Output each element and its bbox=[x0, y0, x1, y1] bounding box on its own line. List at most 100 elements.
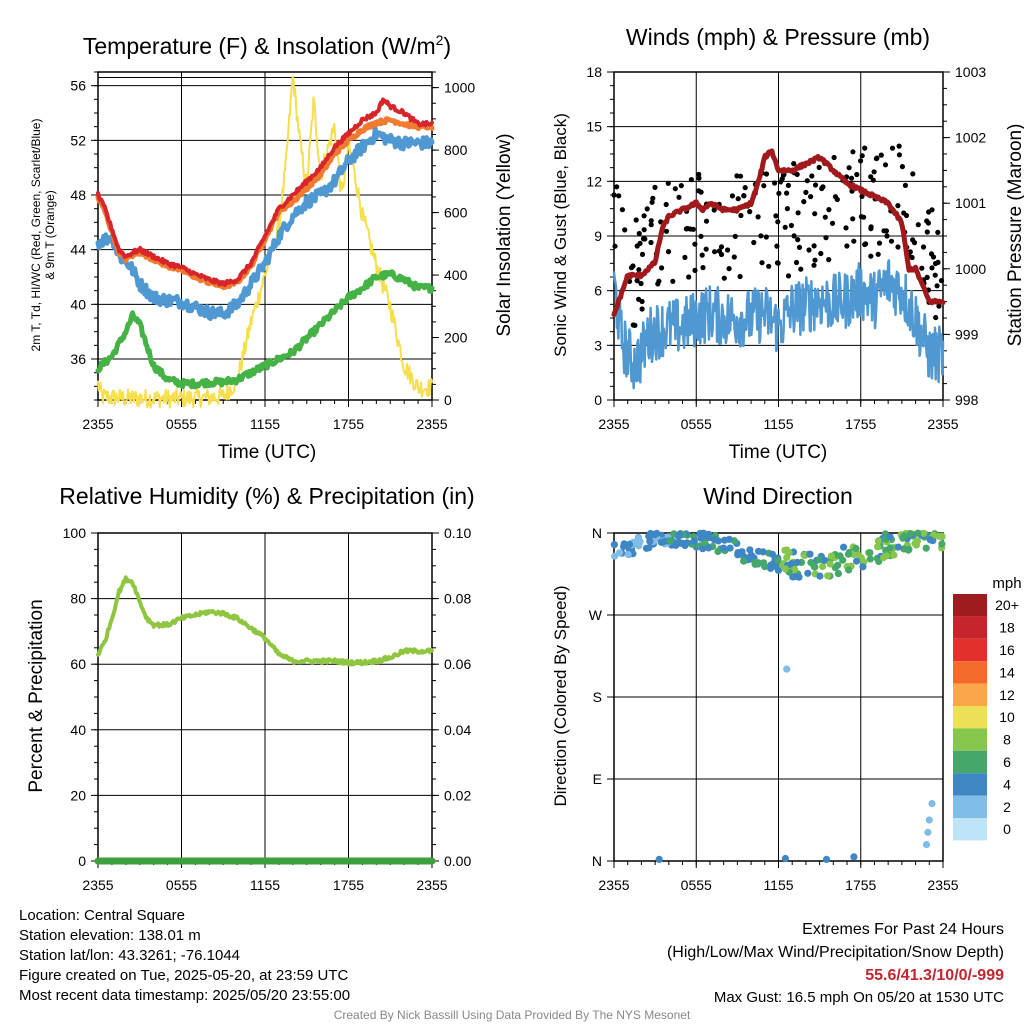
gust-point bbox=[882, 162, 889, 168]
gust-point bbox=[692, 267, 698, 273]
gust-point bbox=[696, 171, 702, 177]
direction-point bbox=[625, 540, 634, 549]
gust-point bbox=[632, 322, 638, 328]
location: Location: Central Square bbox=[19, 907, 185, 924]
gust-point bbox=[804, 178, 810, 184]
gust-point bbox=[672, 186, 678, 192]
extremes-title: Extremes For Past 24 Hours bbox=[802, 921, 1004, 938]
direction-point bbox=[844, 550, 853, 558]
gust-point bbox=[826, 257, 832, 263]
direction-point bbox=[850, 853, 858, 861]
gust-point bbox=[919, 265, 925, 271]
x-tick-label: 0555 bbox=[681, 416, 712, 432]
gust-point bbox=[703, 246, 709, 252]
gust-point bbox=[751, 239, 757, 246]
direction-point bbox=[928, 800, 936, 808]
speed-legend-swatch bbox=[953, 683, 987, 706]
humidity-title: Relative Humidity (%) & Precipitation (i… bbox=[59, 483, 474, 509]
gust-point bbox=[758, 233, 764, 239]
gust-point bbox=[696, 175, 702, 181]
y-tick-label-left: 100 bbox=[63, 525, 87, 541]
gust-point bbox=[878, 152, 884, 158]
gust-point bbox=[688, 177, 695, 183]
gust-point bbox=[859, 193, 865, 199]
direction-point bbox=[675, 530, 684, 539]
gust-point bbox=[909, 254, 915, 261]
direction-point bbox=[834, 561, 842, 569]
direction-point bbox=[840, 543, 848, 551]
y-tick-label-right: 0.08 bbox=[444, 591, 471, 607]
temperature-x-label: Time (UTC) bbox=[218, 442, 317, 463]
direction-point bbox=[734, 551, 742, 559]
y-tick-label-left: 12 bbox=[586, 173, 602, 189]
speed-legend-label: 2 bbox=[1003, 799, 1011, 815]
gust-point bbox=[812, 211, 818, 217]
gust-point bbox=[816, 164, 822, 170]
speed-legend-label: 20+ bbox=[995, 597, 1019, 613]
direction-point bbox=[866, 549, 874, 557]
direction-point bbox=[795, 573, 803, 581]
direction-point bbox=[900, 532, 908, 540]
gust-point bbox=[738, 212, 744, 219]
gust-point bbox=[795, 210, 801, 216]
gust-point bbox=[747, 209, 753, 215]
gust-point bbox=[683, 226, 690, 232]
gust-point bbox=[716, 248, 723, 254]
direction-point bbox=[657, 538, 665, 546]
gust-point bbox=[938, 278, 945, 284]
direction-point bbox=[690, 537, 699, 545]
direction-point bbox=[761, 563, 769, 571]
speed-legend-swatch bbox=[953, 706, 987, 729]
gust-point bbox=[634, 243, 640, 249]
y-tick-label-left: 36 bbox=[70, 351, 86, 367]
winds-x-label: Time (UTC) bbox=[729, 442, 828, 463]
direction-point bbox=[726, 544, 734, 552]
y-tick-label-right: 400 bbox=[444, 267, 468, 283]
y-tick-label-left: 44 bbox=[70, 242, 86, 258]
temperature-title: Temperature (F) & Insolation (W/m2) bbox=[83, 32, 451, 59]
winds-y-label: Sonic Wind & Gust (Blue, Black) bbox=[551, 113, 570, 357]
y-tick-label-left: 40 bbox=[70, 296, 86, 312]
temperature-y-label-line2: & 9m T (Orange) bbox=[43, 190, 57, 280]
gust-point bbox=[644, 206, 650, 212]
y-tick-label-left: 6 bbox=[594, 283, 602, 299]
gust-point bbox=[843, 225, 849, 231]
direction-point bbox=[906, 530, 915, 538]
y-tick-label-right: 0.10 bbox=[444, 525, 471, 541]
gust-point bbox=[829, 220, 836, 226]
gust-point bbox=[659, 265, 665, 271]
pressure-y-label: Station Pressure (Maroon) bbox=[1005, 124, 1024, 347]
gust-point bbox=[630, 263, 636, 269]
gust-point bbox=[663, 228, 670, 234]
direction-point bbox=[827, 552, 836, 560]
gust-point bbox=[648, 222, 654, 228]
direction-point bbox=[874, 543, 882, 551]
y-tick-label-left: 52 bbox=[70, 132, 86, 148]
y-tick-label-left: N bbox=[592, 853, 602, 869]
gust-point bbox=[935, 259, 941, 265]
gust-point bbox=[622, 227, 628, 233]
gust-point bbox=[665, 180, 671, 186]
gust-point bbox=[859, 153, 865, 159]
gust-point bbox=[874, 155, 880, 161]
gust-point bbox=[614, 184, 620, 190]
gust-point bbox=[700, 265, 706, 271]
direction-point bbox=[852, 544, 860, 553]
direction-point bbox=[826, 560, 834, 568]
gust-point bbox=[932, 272, 938, 278]
temperature-line bbox=[96, 97, 434, 288]
direction-point bbox=[886, 544, 895, 552]
gust-point bbox=[778, 179, 784, 185]
wind-direction-panel: Wind Direction Direction (Colored By Spe… bbox=[551, 483, 1022, 893]
gust-point bbox=[823, 235, 829, 241]
direction-point bbox=[904, 546, 913, 554]
gust-point bbox=[929, 265, 935, 271]
gust-point bbox=[639, 306, 645, 312]
direction-point bbox=[666, 537, 674, 545]
y-tick-label-right: 1003 bbox=[955, 64, 986, 80]
direction-point bbox=[774, 566, 783, 575]
gust-point bbox=[791, 161, 797, 167]
y-tick-label-left: 60 bbox=[70, 656, 86, 672]
direction-point bbox=[875, 557, 883, 566]
x-tick-label: 2355 bbox=[598, 877, 629, 893]
